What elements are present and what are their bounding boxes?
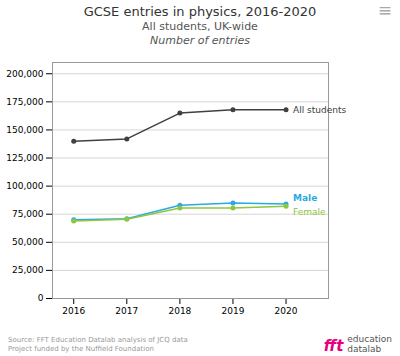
svg-text:2017: 2017 [115, 306, 138, 316]
html-text:datalab: datalab [347, 344, 382, 354]
svg-text:2020: 2020 [275, 306, 298, 316]
svg-text:2016: 2016 [62, 306, 85, 316]
svg-text:200,000: 200,000 [6, 69, 43, 79]
html-text:All students, UK-wide: All students, UK-wide [142, 20, 258, 33]
svg-text:All students: All students [293, 105, 346, 115]
svg-text:175,000: 175,000 [6, 97, 43, 107]
svg-text:100,000: 100,000 [6, 181, 43, 191]
svg-text:125,000: 125,000 [6, 153, 43, 163]
svg-text:25,000: 25,000 [12, 265, 44, 275]
svg-text:2019: 2019 [222, 306, 245, 316]
svg-text:2018: 2018 [168, 306, 191, 316]
svg-text:0: 0 [38, 293, 44, 303]
svg-text:50,000: 50,000 [12, 237, 44, 247]
html-text:Source: FFT Education Datalab: Source: FFT Education Datalab analysis o… [8, 336, 188, 344]
html-text:Project funded by the Nuffield: Project funded by the Nuffield Foundatio… [8, 345, 154, 353]
svg-text:Female: Female [293, 207, 326, 217]
svg-text:150,000: 150,000 [6, 125, 43, 135]
html-text:Number of entries: Number of entries [150, 34, 250, 47]
svg-text:Male: Male [293, 193, 317, 203]
html-text:fft education: fft education [323, 334, 392, 355]
html-text:GCSE entries in physics, 2016-: GCSE entries in physics, 2016-2020 [83, 4, 317, 19]
svg-text:75,000: 75,000 [12, 209, 44, 219]
